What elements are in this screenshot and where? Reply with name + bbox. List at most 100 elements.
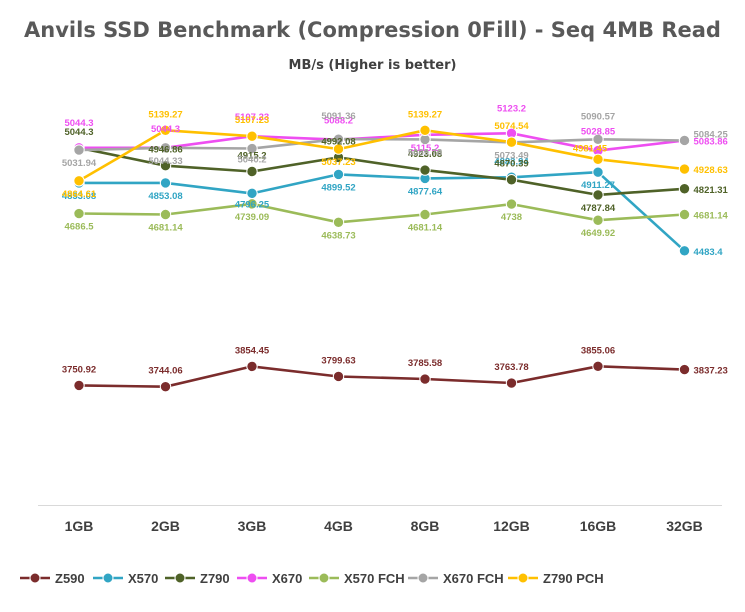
data-point-z590 — [332, 370, 345, 383]
legend-marker-z790 — [174, 572, 186, 584]
data-label-x570: 4796.25 — [235, 199, 270, 210]
data-label-x670: 5107.23 — [235, 112, 269, 123]
x-tick-label: 16GB — [580, 518, 617, 534]
data-point-z590 — [592, 360, 604, 372]
legend-label-x670: X670 — [272, 571, 302, 586]
data-label-z790: 4992.08 — [321, 136, 355, 147]
data-point-x570-fch — [592, 214, 604, 226]
chart-subtitle: MB/s (Higher is better) — [288, 58, 457, 73]
legend-label-z590: Z590 — [55, 571, 85, 586]
data-label-z790: 4870.39 — [494, 159, 528, 170]
data-point-x570-fch — [332, 216, 345, 229]
data-point-z590 — [73, 379, 85, 392]
legend-label-x570-fch: X570 FCH — [344, 571, 405, 586]
data-label-z590: 3750.92 — [62, 364, 96, 375]
series-line-x670 — [79, 132, 685, 152]
data-label-x670: 5123.2 — [497, 103, 526, 114]
data-point-x670-fch — [73, 144, 85, 156]
data-label-z790: 4787.84 — [581, 203, 616, 214]
series-line-x570 — [79, 170, 686, 252]
data-label-x670-fch: 5044.33 — [148, 156, 182, 167]
legend-label-z790-pch: Z790 PCH — [543, 571, 604, 586]
legend-marker-x670 — [246, 572, 258, 584]
data-label-z790-pch: 4981.45 — [573, 143, 608, 154]
data-point-x670-fch — [592, 133, 604, 145]
series-line-z790-pch — [78, 129, 685, 182]
legend-marker-z790-pch — [517, 572, 529, 584]
data-label-z790: 4821.31 — [694, 185, 729, 196]
data-label-x570: 4877.64 — [408, 186, 443, 197]
data-label-z590: 3763.78 — [494, 362, 528, 373]
data-point-z790 — [505, 174, 518, 186]
data-label-x570: 4483.4 — [694, 247, 724, 258]
x-tick-label: 4GB — [324, 518, 353, 534]
legend-marker-x670-fch — [417, 572, 429, 584]
data-point-x670-fch — [678, 134, 691, 147]
data-point-z590 — [505, 377, 518, 389]
data-point-x570-fch — [419, 208, 431, 221]
data-label-z590: 3854.45 — [235, 345, 270, 356]
data-point-z790-pch — [246, 130, 258, 142]
data-label-z790: 4915.2 — [237, 151, 266, 162]
data-label-z790: 4923.08 — [408, 149, 442, 160]
data-point-z790 — [159, 159, 172, 172]
data-label-z590: 3799.63 — [321, 355, 355, 366]
data-point-z790 — [678, 183, 691, 195]
data-point-z590 — [159, 380, 172, 393]
series-line-z790 — [78, 146, 685, 197]
x-tick-label: 3GB — [238, 518, 267, 534]
data-point-x670-fch — [246, 142, 258, 155]
data-point-x570 — [332, 168, 345, 181]
data-label-x670-fch: 5040.2 — [237, 155, 266, 166]
data-label-z590: 3785.58 — [408, 358, 442, 369]
data-label-x670: 5115.2 — [411, 143, 440, 154]
data-label-z790-pch: 5074.54 — [494, 121, 529, 132]
data-label-x570-fch: 4681.14 — [148, 223, 183, 234]
data-point-z590 — [246, 360, 258, 373]
data-label-x570-fch: 4739.09 — [235, 212, 269, 223]
legend-label-z790: Z790 — [200, 571, 230, 586]
data-label-z590: 3744.06 — [148, 366, 182, 377]
legend-marker-x570-fch — [318, 572, 330, 584]
data-point-x570 — [246, 187, 258, 200]
data-label-x670-fch: 5073.49 — [494, 150, 528, 161]
data-point-z790-pch — [159, 124, 172, 137]
data-label-z590: 3855.06 — [581, 345, 615, 356]
legend-label-x670-fch: X670 FCH — [443, 571, 504, 586]
data-label-z590: 3837.23 — [694, 366, 728, 377]
data-label-z790-pch: 5139.27 — [408, 109, 442, 120]
legend-marker-z590 — [29, 572, 41, 584]
data-point-z790-pch — [73, 175, 85, 187]
data-point-x570 — [159, 177, 172, 189]
data-point-x570 — [678, 245, 691, 257]
data-label-x570: 4899.52 — [321, 182, 355, 193]
data-label-x670-fch: 5031.94 — [62, 158, 97, 169]
series-line-z590 — [78, 364, 685, 389]
data-label-x570: 4853.08 — [62, 191, 96, 202]
data-point-x570-fch — [678, 208, 691, 221]
series-line-x570-fch — [78, 202, 685, 224]
x-tick-label: 12GB — [493, 518, 530, 534]
data-label-z790-pch: 5037.23 — [321, 157, 355, 168]
data-label-x570: 4853.08 — [148, 191, 182, 202]
data-label-z790: 5044.3 — [64, 127, 93, 138]
data-point-z790-pch — [678, 163, 691, 175]
data-label-z790-pch: 5139.27 — [148, 109, 182, 120]
data-label-x670-fch: 5090.57 — [581, 111, 615, 122]
data-label-x570: 4911.27 — [581, 180, 615, 191]
data-label-x670: 5088.2 — [324, 116, 353, 127]
data-label-x570: 4883.94 — [494, 156, 529, 167]
x-tick-label: 32GB — [666, 518, 703, 534]
data-label-x570-fch: 4681.14 — [694, 211, 729, 222]
data-point-z790-pch — [419, 124, 431, 137]
x-tick-label: 2GB — [151, 518, 180, 534]
data-label-x570-fch: 4738 — [501, 212, 522, 223]
data-label-x670: 5028.85 — [581, 127, 616, 138]
data-label-x670: 5083.86 — [694, 137, 728, 148]
data-label-x570-fch: 4649.92 — [581, 228, 615, 239]
data-label-z790-pch: 4864.61 — [62, 189, 97, 200]
data-label-x570-fch: 4686.5 — [64, 222, 94, 233]
data-label-x570-fch: 4681.14 — [408, 223, 443, 234]
